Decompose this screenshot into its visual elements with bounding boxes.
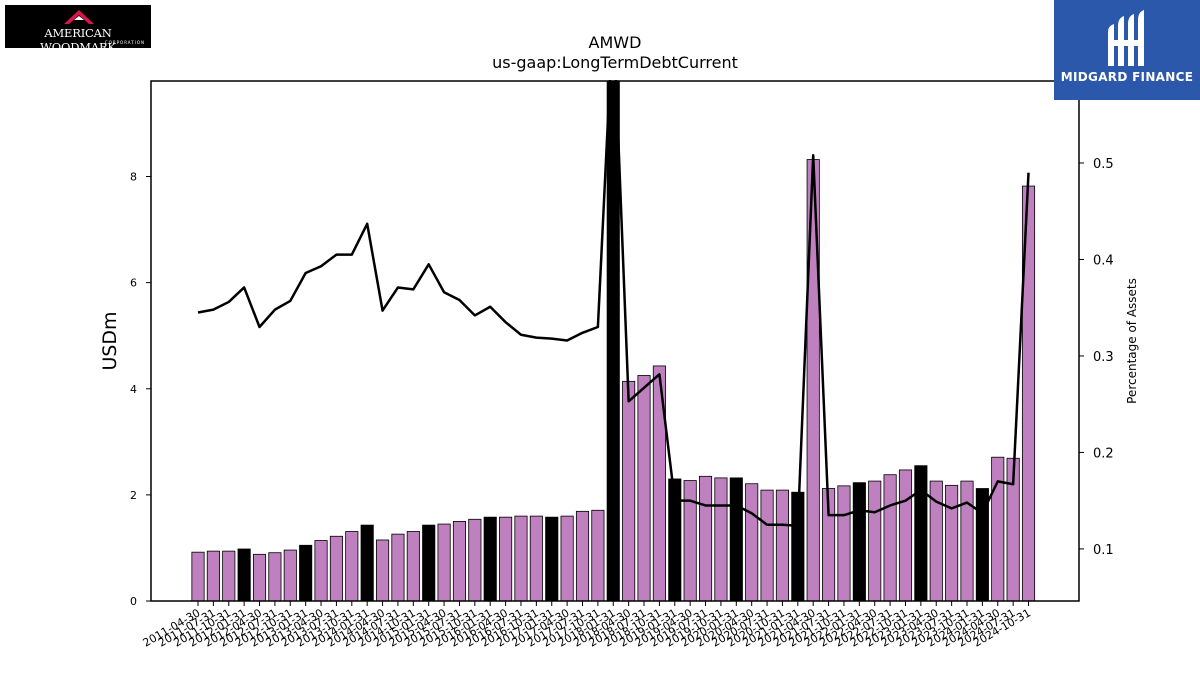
bar (452, 521, 467, 601)
y-tick-label: 2 (130, 489, 137, 502)
bar (391, 533, 405, 601)
bar (945, 484, 959, 601)
y-tick-label: 6 (130, 277, 137, 290)
bar (560, 515, 574, 601)
bar (422, 524, 436, 601)
bar (345, 531, 359, 601)
bar (975, 488, 989, 601)
percentage-line (197, 80, 1030, 527)
bar (852, 482, 866, 601)
left-logo-text: AMERICAN WOODMARK (40, 26, 116, 54)
y-axis-label: USDm (99, 311, 121, 370)
bar (714, 477, 728, 601)
bar (960, 480, 974, 601)
bar (698, 475, 713, 601)
bar (914, 465, 928, 601)
bar (406, 531, 420, 601)
bar (360, 524, 374, 601)
bar (376, 539, 390, 601)
y2-tick-label: 0.5 (1093, 157, 1114, 172)
bar (637, 375, 651, 601)
chart-title: AMWD (589, 33, 642, 52)
bar (437, 523, 451, 601)
bar (806, 159, 820, 601)
bar (468, 518, 482, 601)
bar-series (191, 80, 1036, 601)
axes: 024680.10.20.30.40.52011-04-302011-07-31… (130, 80, 1114, 650)
bar (299, 544, 313, 601)
bar (791, 491, 805, 601)
y-tick-label: 8 (130, 171, 137, 184)
midgard-emblem-icon (1108, 10, 1144, 66)
y2-tick-label: 0.3 (1093, 350, 1114, 365)
chart-subtitle: us-gaap:LongTermDebtCurrent (492, 53, 738, 72)
bar (683, 480, 697, 601)
bar (606, 80, 620, 601)
bar (314, 540, 328, 601)
left-logo-subtext: CORPORATION (104, 40, 145, 45)
bar (575, 510, 590, 601)
bar (329, 535, 343, 601)
bar (483, 516, 497, 601)
y-tick-label: 0 (130, 595, 137, 608)
bar (514, 515, 528, 601)
bar (237, 548, 251, 601)
american-woodmark-logo: AMERICAN WOODMARK CORPORATION (5, 5, 151, 54)
bar (883, 474, 897, 601)
y-tick-label: 4 (130, 383, 137, 396)
y2-axis-label: Percentage of Assets (1125, 278, 1139, 404)
bar (775, 489, 789, 601)
bar (191, 551, 205, 601)
y2-tick-label: 0.1 (1093, 543, 1114, 558)
bar (745, 483, 759, 601)
bar (222, 550, 236, 601)
bar (837, 485, 851, 601)
percentage-line-series (197, 80, 1030, 527)
right-logo-text: MIDGARD FINANCE (1060, 70, 1194, 84)
bar (760, 489, 774, 601)
bar (283, 549, 297, 601)
bar (206, 550, 220, 601)
bar (499, 516, 513, 601)
bar (545, 516, 559, 601)
y2-tick-label: 0.2 (1093, 446, 1114, 461)
bar (529, 515, 543, 601)
bar (729, 477, 743, 601)
bar (252, 553, 267, 601)
bar (652, 365, 666, 601)
bar (868, 480, 882, 601)
bar (898, 469, 913, 601)
bar (591, 509, 605, 601)
bar (622, 380, 636, 601)
plot-frame (150, 80, 1080, 602)
bar (991, 456, 1005, 601)
bar (268, 552, 282, 601)
y2-tick-label: 0.4 (1093, 253, 1114, 268)
midgard-finance-logo: MIDGARD FINANCE (1054, 0, 1200, 100)
roof-icon (64, 10, 94, 24)
